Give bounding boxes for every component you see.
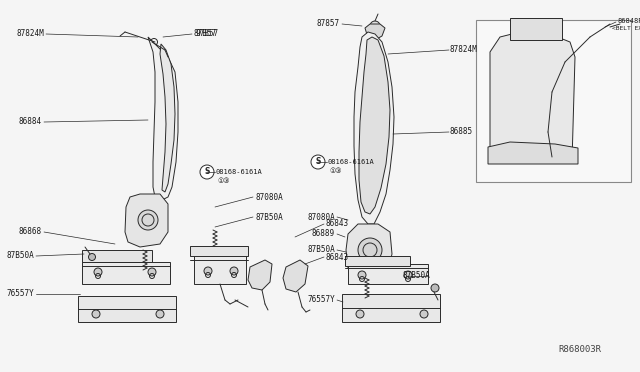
Text: 86848P: 86848P <box>618 18 640 24</box>
Text: 08168-6161A: 08168-6161A <box>215 169 262 175</box>
Polygon shape <box>248 260 272 290</box>
Circle shape <box>88 253 95 260</box>
Text: S: S <box>204 167 210 176</box>
Circle shape <box>370 21 380 31</box>
Circle shape <box>404 271 412 279</box>
Text: ①③: ①③ <box>218 178 230 184</box>
Text: 87824M: 87824M <box>450 45 477 55</box>
Polygon shape <box>160 44 175 192</box>
Text: 87824M: 87824M <box>16 29 44 38</box>
Text: R868003R: R868003R <box>559 346 602 355</box>
Bar <box>82 250 152 262</box>
Bar <box>78 296 176 322</box>
Text: 87857: 87857 <box>317 19 340 29</box>
Circle shape <box>94 268 102 276</box>
Text: <BELT EXTENDER>: <BELT EXTENDER> <box>612 26 640 32</box>
Circle shape <box>230 267 238 275</box>
Polygon shape <box>365 24 385 40</box>
Text: 97B57: 97B57 <box>195 29 218 38</box>
Bar <box>190 246 248 256</box>
Circle shape <box>356 310 364 318</box>
Circle shape <box>156 310 164 318</box>
Circle shape <box>204 267 212 275</box>
Circle shape <box>311 155 325 169</box>
Text: 76557Y: 76557Y <box>307 295 335 305</box>
Circle shape <box>138 210 158 230</box>
Text: S: S <box>316 157 321 167</box>
Polygon shape <box>488 142 578 164</box>
Polygon shape <box>148 37 178 200</box>
Bar <box>510 18 562 40</box>
Text: 86843: 86843 <box>325 219 348 228</box>
Circle shape <box>431 284 439 292</box>
Text: 87B50A: 87B50A <box>403 272 430 280</box>
Bar <box>348 264 428 284</box>
Text: 87080A: 87080A <box>307 212 335 221</box>
Polygon shape <box>490 32 575 162</box>
Text: 87B50A: 87B50A <box>255 212 283 221</box>
Circle shape <box>200 165 214 179</box>
Text: 86889: 86889 <box>312 230 335 238</box>
Text: 87B57: 87B57 <box>193 29 216 38</box>
Text: 87B50A: 87B50A <box>307 246 335 254</box>
Circle shape <box>358 271 366 279</box>
Bar <box>194 254 246 284</box>
Polygon shape <box>354 32 394 224</box>
Text: 08168-6161A: 08168-6161A <box>328 159 375 165</box>
Text: 76557Y: 76557Y <box>6 289 34 298</box>
Text: ①③: ①③ <box>330 168 342 174</box>
Bar <box>342 294 440 322</box>
Circle shape <box>358 238 382 262</box>
Circle shape <box>148 268 156 276</box>
Bar <box>476 20 631 182</box>
Text: 86868: 86868 <box>19 228 42 237</box>
Text: 87B50A: 87B50A <box>6 251 34 260</box>
Polygon shape <box>359 37 390 214</box>
Text: 87080A: 87080A <box>255 192 283 202</box>
Text: 86884: 86884 <box>19 118 42 126</box>
Circle shape <box>92 310 100 318</box>
Bar <box>345 256 410 266</box>
Text: 86843: 86843 <box>325 253 348 262</box>
Polygon shape <box>283 260 308 292</box>
Bar <box>82 262 170 284</box>
Polygon shape <box>346 224 392 277</box>
Polygon shape <box>125 194 168 247</box>
Text: 86885: 86885 <box>450 128 473 137</box>
Circle shape <box>420 310 428 318</box>
